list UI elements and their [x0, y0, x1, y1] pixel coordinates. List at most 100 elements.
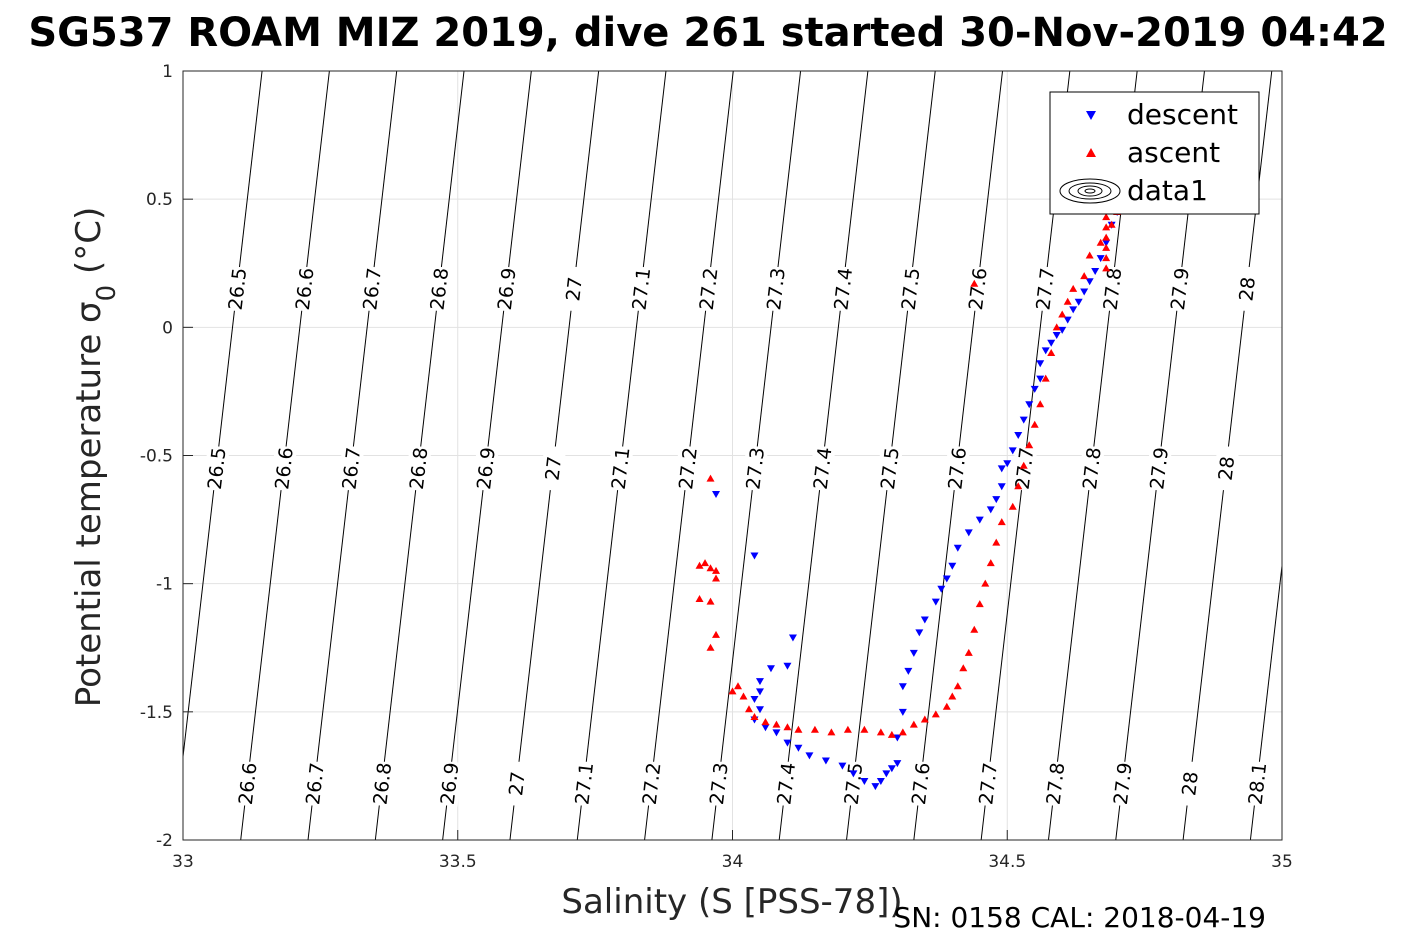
isopycnal-label: 27.4 [808, 445, 837, 492]
descent-point [876, 778, 885, 786]
y-tick-label: -1 [156, 575, 173, 595]
ascent-point [975, 600, 984, 608]
descent-point [761, 724, 770, 732]
x-tick-label: 33.5 [439, 852, 477, 872]
isopycnal-label: 27.9 [1165, 265, 1194, 312]
isopycnal-label: 27 [503, 760, 530, 807]
svg-text:26.8: 26.8 [427, 267, 454, 312]
legend-ascent-marker [1086, 148, 1096, 157]
svg-text:27.2: 27.2 [675, 446, 702, 491]
isopycnal-label: 27.3 [704, 760, 733, 807]
descent-point [992, 496, 1001, 504]
ascent-point [970, 279, 979, 287]
ascent-point [876, 728, 885, 736]
ascent-surface-point [1102, 243, 1111, 251]
svg-text:27.5: 27.5 [898, 267, 925, 312]
svg-text:27: 27 [541, 455, 566, 482]
isopycnal-label: 27.2 [637, 760, 666, 807]
ascent-point [712, 566, 721, 574]
isopycnal-label: 28 [1233, 265, 1261, 312]
svg-text:27.3: 27.3 [706, 761, 733, 806]
ascent-point [909, 720, 918, 728]
isopycnal-label: 28.1 [1243, 760, 1271, 807]
isopycnal-label: 26.5 [223, 265, 251, 312]
descent-point [997, 483, 1006, 491]
ascent-point [1025, 441, 1034, 449]
serial-calibration-footer: SN: 0158 CAL: 2018-04-19 [893, 901, 1266, 934]
descent-point [712, 490, 721, 498]
svg-text:27.2: 27.2 [639, 761, 666, 806]
descent-point [794, 744, 803, 752]
isopycnal-label: 26.7 [337, 445, 366, 492]
descent-point [1041, 347, 1050, 355]
isopycnal-label: 27.6 [906, 760, 935, 807]
descent-point [1080, 288, 1089, 296]
ascent-point [1041, 374, 1050, 382]
descent-point [986, 506, 995, 514]
ascent-point [992, 538, 1001, 546]
isopycnal-label: 27 [560, 265, 587, 312]
descent-point [783, 739, 792, 747]
ascent-point [959, 664, 968, 672]
descent-point [882, 770, 891, 778]
descent-point [1047, 339, 1056, 347]
descent-point [1085, 278, 1094, 286]
legend-descent-marker [1086, 111, 1096, 120]
svg-text:27.4: 27.4 [810, 446, 837, 491]
descent-point [964, 529, 973, 537]
descent-point [755, 678, 764, 686]
isopycnal-label: 27.1 [570, 760, 598, 807]
ascent-point [970, 625, 979, 633]
ascent-point [695, 595, 704, 603]
descent-point [772, 729, 781, 737]
descent-point [893, 734, 902, 742]
svg-text:26.9: 26.9 [494, 267, 521, 312]
ascent-point [1014, 482, 1023, 490]
isopycnal-label: 26.6 [233, 760, 262, 807]
y-tick-label: 0 [162, 318, 173, 338]
ascent-point [706, 597, 715, 605]
descent-point [948, 562, 957, 570]
y-tick-label: -2 [156, 831, 173, 851]
descent-point [975, 516, 984, 524]
svg-text:27.8: 27.8 [1100, 267, 1127, 312]
ascent-point [1063, 297, 1072, 305]
descent-point [915, 629, 924, 637]
descent-point [805, 752, 814, 760]
ascent-point [920, 715, 929, 723]
isopycnal-label: 27.6 [943, 445, 971, 492]
svg-text:27: 27 [505, 770, 530, 797]
svg-text:27.1: 27.1 [608, 446, 635, 491]
descent-point [1096, 255, 1105, 263]
isopycnal-label: 26.8 [368, 760, 396, 807]
isopycnal-label: 27.7 [974, 760, 1002, 807]
descent-point [997, 465, 1006, 473]
isopycnal-label: 26.9 [435, 760, 463, 807]
ascent-point [695, 561, 704, 569]
svg-text:28: 28 [1215, 455, 1240, 482]
ascent-point [1058, 310, 1067, 318]
descent-point [860, 778, 869, 786]
isopycnal-label: 27.7 [1031, 265, 1059, 312]
ascent-point [948, 692, 957, 700]
isopycnal-label: 27.5 [839, 760, 868, 807]
descent-point [920, 616, 929, 624]
ascent-point [1096, 238, 1105, 246]
descent-point [750, 552, 759, 560]
x-tick-label: 33 [172, 852, 194, 872]
svg-text:26.7: 26.7 [339, 446, 366, 491]
ascent-point [860, 725, 869, 733]
descent-point [1063, 316, 1072, 324]
chart-title: SG537 ROAM MIZ 2019, dive 261 started 30… [28, 10, 1387, 56]
svg-text:26.8: 26.8 [406, 446, 433, 491]
isopycnal-label: 26.7 [358, 265, 386, 312]
ascent-point [997, 518, 1006, 526]
svg-text:27.5: 27.5 [841, 761, 868, 806]
isopycnal-label: 26.6 [290, 265, 319, 312]
svg-text:26.7: 26.7 [302, 761, 329, 806]
isopycnal-label: 27.2 [694, 265, 722, 312]
isopycnal-contours: 26.5 26.5 26.6 26.6 26.6 26.7 26.7 26.7 26.8 26.8… [183, 71, 1282, 840]
descent-point [1008, 447, 1017, 455]
isopycnal-label: 27.2 [673, 445, 702, 492]
